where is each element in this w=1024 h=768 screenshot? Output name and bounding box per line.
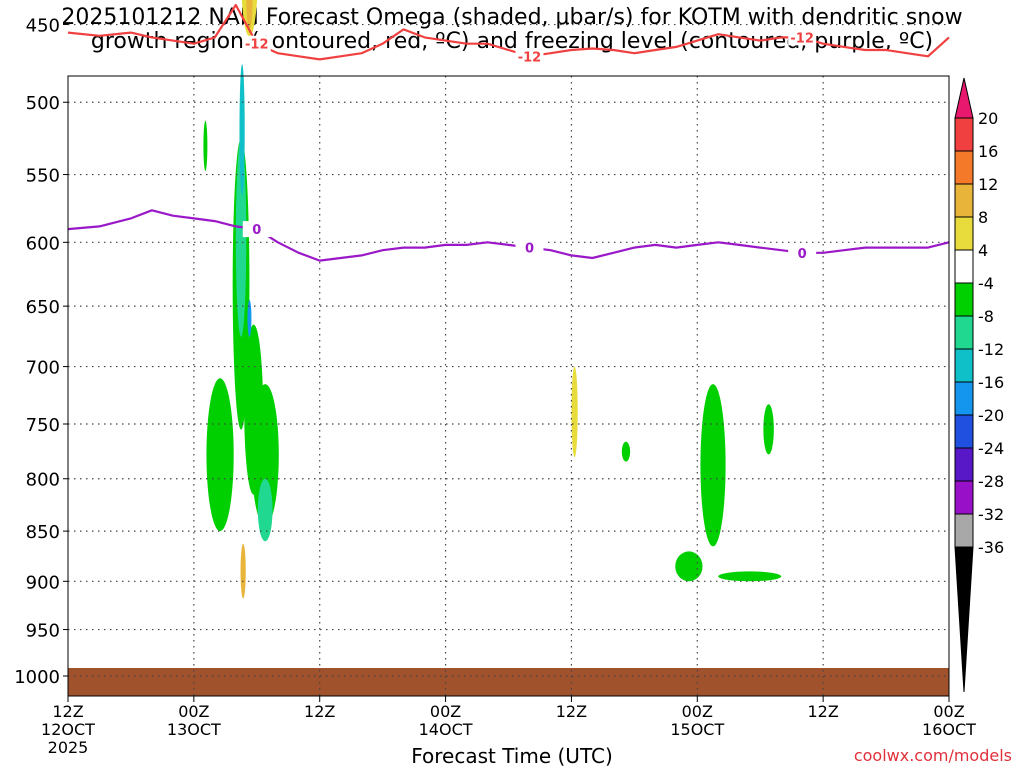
x-tick-label: 00Z — [430, 702, 461, 721]
colorbar-label: -36 — [978, 538, 1004, 557]
y-tick-label: 900 — [26, 572, 60, 593]
y-tick-label: 450 — [26, 16, 60, 37]
colorbar: 20 16 12 8 4 -4 -8 -12 -16 -20 -24 -28 -32 -36 — [954, 77, 1004, 693]
colorbar-label: -4 — [978, 274, 994, 293]
gridlines — [68, 23, 949, 696]
colorbar-label: -8 — [978, 307, 994, 326]
colorbar-arrow-bottom — [954, 546, 974, 693]
colorbar-label: -28 — [978, 472, 1004, 491]
x-tick-label: 12OCT — [41, 720, 95, 739]
freezing-level-label: 0 — [252, 223, 261, 238]
y-tick-label: 800 — [26, 470, 60, 491]
contour-label-bg — [788, 29, 817, 46]
colorbar-label: 16 — [978, 142, 998, 161]
y-tick-label: 500 — [26, 93, 60, 114]
chart-title-line-1: 2025101212 NAM Forecast Omega (shaded, μ… — [61, 5, 963, 30]
omega-area--8 — [700, 384, 726, 547]
omega-area--8 — [206, 378, 234, 532]
x-tick-label: 00Z — [933, 702, 964, 721]
omega-area--8 — [621, 441, 631, 462]
colorbar-segment — [954, 117, 974, 152]
x-tick-label: 00Z — [682, 702, 713, 721]
omega-area--8 — [718, 571, 782, 582]
x-tick-label: 12Z — [807, 702, 838, 721]
contour-label-bg — [242, 35, 271, 52]
colorbar-label: -32 — [978, 505, 1004, 524]
x-tick-label: 2025 — [48, 738, 89, 757]
omega-area-8 — [240, 543, 246, 599]
x-tick-label: 12Z — [556, 702, 587, 721]
colorbar-segment — [954, 183, 974, 218]
x-tick-label: 15OCT — [670, 720, 724, 739]
y-tick-label: 1000 — [14, 667, 60, 688]
freezing-level-label: 0 — [798, 247, 807, 262]
dendritic-snow-growth-bottom-label: -12 — [790, 31, 814, 46]
y-tick-label: 550 — [26, 166, 60, 187]
colorbar-segment — [954, 513, 974, 548]
colorbar-segment — [954, 480, 974, 515]
colorbar-segment — [954, 249, 974, 284]
dendritic-snow-growth-bottom-label: -12 — [518, 50, 542, 65]
colorbar-segment — [954, 150, 974, 185]
colorbar-label: 4 — [978, 241, 988, 260]
x-tick-label: 14OCT — [419, 720, 473, 739]
omega-area--16 — [239, 64, 245, 196]
contour-label-bg — [242, 221, 271, 238]
x-axis-label: Forecast Time (UTC) — [411, 744, 613, 768]
contour-label-bg — [788, 244, 817, 261]
colorbar-label: -24 — [978, 439, 1004, 458]
omega-area-4 — [571, 366, 578, 458]
colorbar-segment — [954, 381, 974, 416]
colorbar-label: -16 — [978, 373, 1004, 392]
y-tick-label: 600 — [26, 233, 60, 254]
colorbar-label: -20 — [978, 406, 1004, 425]
colorbar-label: 20 — [978, 109, 998, 128]
colorbar-segment — [954, 282, 974, 317]
omega-area--8 — [763, 404, 774, 455]
ground-surface — [68, 668, 949, 696]
contour-label-bg — [515, 48, 544, 65]
colorbar-label: 8 — [978, 208, 988, 227]
freezing-level-line — [67, 209, 950, 262]
y-tick-label: 950 — [26, 621, 60, 642]
credit-text: coolwx.com/models — [853, 746, 1012, 765]
x-tick-label: 13OCT — [167, 720, 221, 739]
dendritic-snow-growth-bottom-line — [67, 3, 950, 61]
omega-area--8 — [675, 551, 703, 582]
freezing-level-label: 0 — [525, 242, 534, 257]
omega-area--12 — [257, 478, 273, 542]
dendritic-snow-growth-bottom-label: -12 — [245, 38, 269, 53]
colorbar-segment — [954, 216, 974, 251]
y-tick-label: 700 — [26, 358, 60, 379]
colorbar-label: -12 — [978, 340, 1004, 359]
x-tick-label: 16OCT — [922, 720, 976, 739]
x-tick-label: 12Z — [52, 702, 83, 721]
omega-area--8 — [251, 384, 279, 526]
x-tick-label: 12Z — [304, 702, 335, 721]
y-tick-label: 650 — [26, 297, 60, 318]
contour-label-bg — [515, 239, 544, 256]
colorbar-segment — [954, 315, 974, 350]
omega-shading — [203, 0, 782, 599]
y-tick-label: 850 — [26, 522, 60, 543]
colorbar-segment — [954, 414, 974, 449]
colorbar-segment — [954, 348, 974, 383]
x-tick-label: 00Z — [178, 702, 209, 721]
colorbar-label: 12 — [978, 175, 998, 194]
y-axis: 2503003504004505005506006507007508008509… — [14, 16, 68, 688]
plot-frame — [67, 75, 950, 697]
omega-area--12 — [235, 139, 247, 337]
omega-area--20 — [247, 299, 252, 337]
colorbar-segment — [954, 447, 974, 482]
colorbar-arrow-top — [954, 77, 974, 119]
omega-area-8 — [246, 0, 253, 29]
y-tick-label: 750 — [26, 415, 60, 436]
omega-area--8 — [203, 120, 208, 172]
